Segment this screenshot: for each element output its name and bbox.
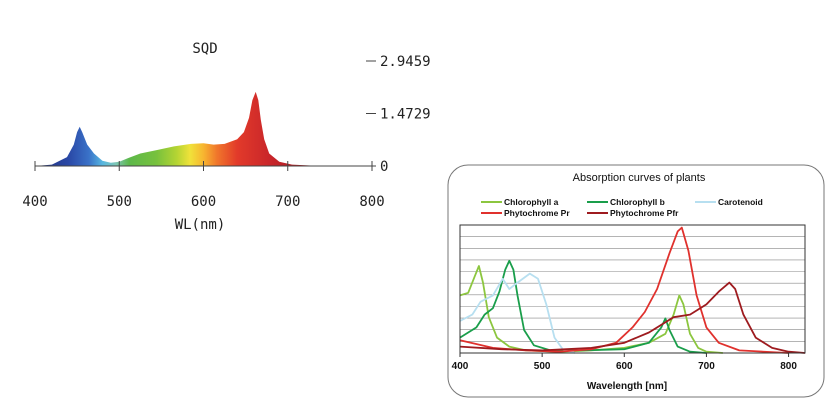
series-line-carotenoid — [459, 272, 576, 354]
spectrum-x-tick-label: 400 — [22, 194, 47, 210]
spectrum-x-tick-label: 700 — [275, 194, 300, 210]
spectrum-y-tick-label: 2.9459 — [380, 54, 431, 70]
absorption-x-tick-label: 500 — [534, 361, 551, 372]
absorption-x-tick-label: 600 — [616, 361, 633, 372]
spectrum-x-tick-label: 800 — [359, 194, 384, 210]
legend-label: Phytochrome Pr — [504, 208, 570, 218]
spectrum-x-tick-label: 500 — [107, 194, 132, 210]
absorption-x-tick-label: 400 — [452, 361, 469, 372]
absorption-panel-frame — [447, 164, 825, 398]
legend-label: Phytochrome Pfr — [610, 208, 679, 218]
series-line-phytochrome-pr — [459, 226, 789, 354]
absorption-plot-frame — [459, 224, 806, 354]
spectrum-x-label: WL(nm) — [175, 217, 226, 233]
spectrum-y-ticks: 2.9459 1.4729 0 — [366, 54, 431, 175]
legend-label: Chlorophyll a — [504, 197, 559, 207]
absorption-x-tick-label: 700 — [698, 361, 715, 372]
spectrum-x-tick-label: 600 — [191, 194, 216, 210]
spectrum-title: SQD — [192, 41, 217, 57]
spectrum-chart: SQD 400 500 600 700 800 2.9459 1.4729 0 WL(nm) — [22, 41, 430, 233]
absorption-title: Absorption curves of plants — [573, 172, 706, 184]
series-line-phytochrome-pfr — [459, 281, 806, 354]
absorption-series — [459, 226, 806, 354]
absorption-chart: Absorption curves of plants Chlorophyll … — [447, 164, 825, 398]
absorption-x-ticks: 400 500 600 700 800 — [452, 353, 797, 372]
spectrum-x-ticks: 400 500 600 700 800 — [22, 161, 385, 210]
absorption-legend: Chlorophyll a Chlorophyll b Carotenoid Phyt… — [481, 197, 763, 218]
legend-label: Chlorophyll b — [610, 197, 665, 207]
spectrum-y-tick-label: 1.4729 — [380, 107, 431, 123]
spectrum-y-tick-label: 0 — [380, 159, 388, 175]
spectrum-area — [35, 91, 372, 166]
absorption-x-tick-label: 800 — [780, 361, 797, 372]
legend-label: Carotenoid — [718, 197, 763, 207]
series-line-chlorophyll-b — [459, 259, 707, 354]
absorption-x-label: Wavelength [nm] — [587, 381, 667, 392]
